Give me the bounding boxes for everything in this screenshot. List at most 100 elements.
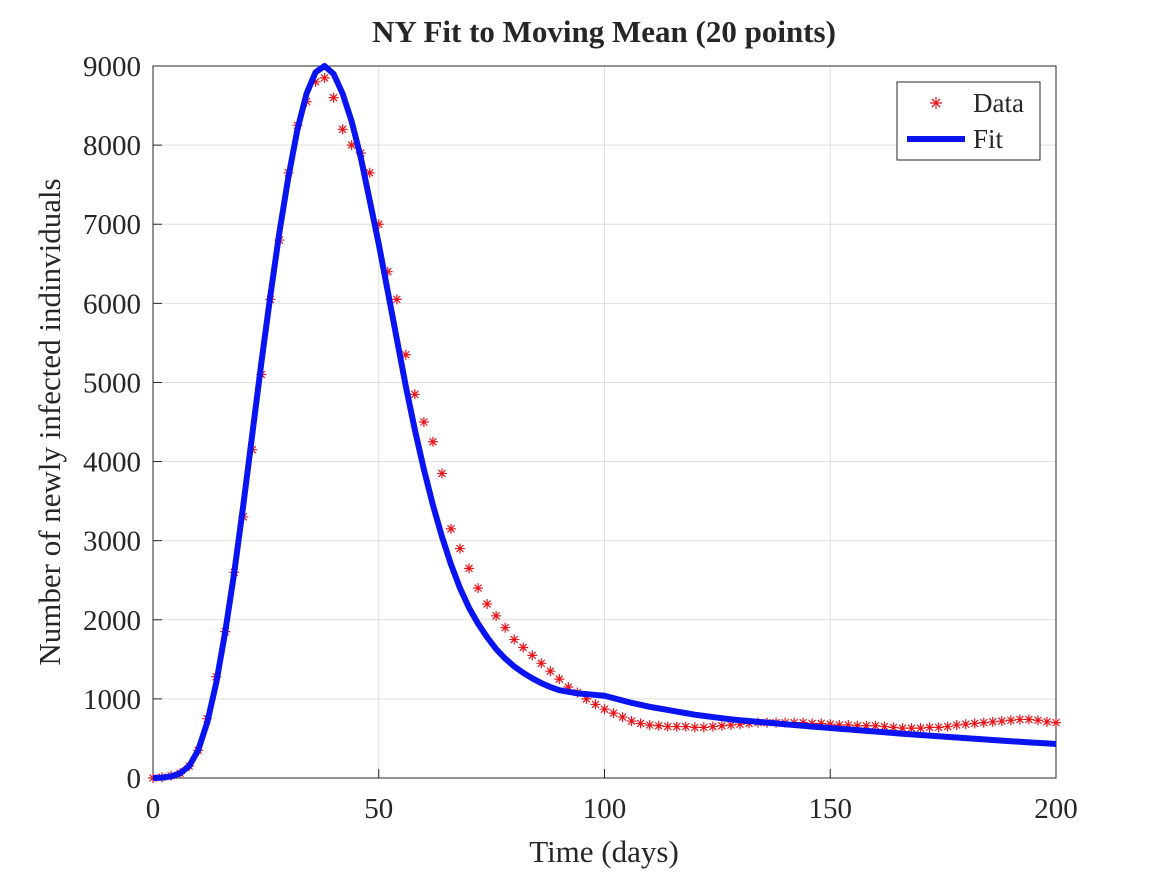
data-point xyxy=(951,719,962,730)
chart-title: NY Fit to Moving Mean (20 points) xyxy=(372,14,836,49)
y-tick-label: 7000 xyxy=(83,209,141,241)
data-point xyxy=(734,719,745,730)
x-tick-label: 100 xyxy=(583,793,627,825)
x-tick-label: 200 xyxy=(1034,793,1078,825)
data-point xyxy=(581,693,592,704)
data-point xyxy=(382,266,393,277)
legend-label: Fit xyxy=(973,124,1004,154)
y-tick-label: 3000 xyxy=(83,526,141,558)
x-tick-label: 50 xyxy=(364,793,393,825)
data-point xyxy=(725,719,736,730)
data-point xyxy=(536,658,547,669)
data-point xyxy=(834,719,845,730)
data-point xyxy=(337,124,348,135)
data-point xyxy=(915,723,926,734)
data-point xyxy=(996,716,1007,727)
legend-label: Data xyxy=(973,88,1024,118)
data-point xyxy=(319,72,330,83)
data-point xyxy=(825,719,836,730)
data-point xyxy=(707,721,718,732)
data-point xyxy=(644,719,655,730)
data-point xyxy=(617,712,628,723)
data-point xyxy=(680,721,691,732)
y-tick-label: 4000 xyxy=(83,447,141,479)
data-point xyxy=(861,720,872,731)
data-point xyxy=(816,718,827,729)
data-point xyxy=(608,708,619,719)
data-point xyxy=(554,674,565,685)
data-point xyxy=(482,598,493,609)
y-tick-label: 9000 xyxy=(83,51,141,83)
data-point xyxy=(599,704,610,715)
data-point xyxy=(328,92,339,103)
data-point xyxy=(491,610,502,621)
data-point xyxy=(942,721,953,732)
data-point xyxy=(924,722,935,733)
data-point xyxy=(1014,714,1025,725)
data-point xyxy=(409,389,420,400)
data-point xyxy=(364,167,375,178)
data-point xyxy=(888,722,899,733)
data-point xyxy=(662,721,673,732)
data-point xyxy=(906,723,917,734)
data-point xyxy=(473,583,484,594)
legend-marker xyxy=(930,97,942,109)
data-point xyxy=(807,718,818,729)
data-point xyxy=(698,722,709,733)
data-point xyxy=(1032,715,1043,726)
data-point xyxy=(1051,717,1061,728)
data-point xyxy=(500,622,511,633)
y-tick-label: 2000 xyxy=(83,605,141,637)
data-point xyxy=(445,523,456,534)
data-point xyxy=(518,642,529,653)
data-point xyxy=(310,76,321,87)
data-point xyxy=(852,720,863,731)
y-tick-label: 6000 xyxy=(83,288,141,320)
legend-box xyxy=(896,81,1041,161)
data-point xyxy=(626,716,637,727)
fit-line xyxy=(152,63,1057,781)
data-point xyxy=(373,219,384,230)
y-tick-label: 5000 xyxy=(83,367,141,399)
data-point xyxy=(464,563,475,574)
data-point xyxy=(870,720,881,731)
y-tick-label: 0 xyxy=(127,763,142,795)
data-point xyxy=(590,699,601,710)
data-point xyxy=(545,666,556,677)
data-point xyxy=(563,682,574,693)
data-point xyxy=(798,717,809,728)
x-tick-label: 150 xyxy=(809,793,853,825)
y-tick-label: 1000 xyxy=(83,684,141,716)
data-point xyxy=(427,436,438,447)
data-point xyxy=(436,468,447,479)
data-point xyxy=(879,721,890,732)
x-tick-label: 0 xyxy=(146,793,161,825)
x-axis-label: Time (days) xyxy=(529,834,679,869)
data-point xyxy=(960,719,971,730)
data-point xyxy=(418,417,429,427)
data-point xyxy=(897,723,908,734)
data-point xyxy=(933,722,944,733)
data-point xyxy=(671,721,682,732)
data-point xyxy=(527,650,538,661)
data-point xyxy=(716,720,727,731)
data-point xyxy=(635,718,646,729)
data-point xyxy=(653,720,664,731)
y-tick-label: 8000 xyxy=(83,130,141,162)
y-axis-label: Number of newly infected indinviduals xyxy=(32,178,67,665)
data-point xyxy=(843,719,854,730)
data-point xyxy=(978,717,989,728)
data-point xyxy=(987,716,998,727)
data-point xyxy=(391,294,402,305)
axes-box xyxy=(152,65,1057,779)
data-point xyxy=(1005,715,1016,726)
data-point xyxy=(1041,716,1052,727)
data-point xyxy=(689,722,700,733)
data-point xyxy=(1023,714,1034,725)
data-point xyxy=(455,543,466,554)
data-point xyxy=(509,634,520,645)
data-point xyxy=(346,140,357,151)
data-point xyxy=(400,349,411,360)
data-point xyxy=(969,718,980,729)
